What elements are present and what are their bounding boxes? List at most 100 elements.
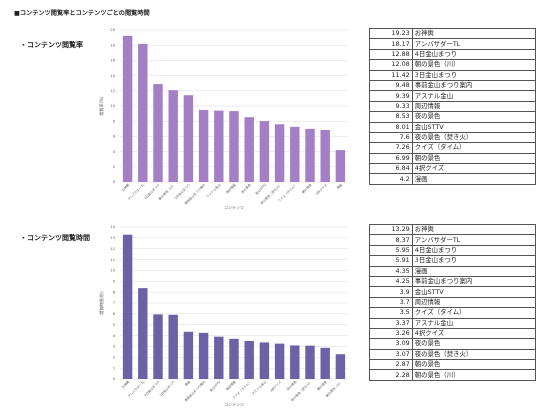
content-name-cell: お神輿 <box>411 223 536 236</box>
y-tick-label: 4 <box>113 334 116 338</box>
value-cell: 11.42 <box>369 69 413 81</box>
value-cell: 7.26 <box>369 142 413 154</box>
table-row: 9.33 周辺情報 <box>369 100 536 113</box>
y-tick-label: 4 <box>113 150 116 154</box>
content-name-cell: 周辺情報 <box>411 100 536 113</box>
content-name-cell: 朝の景色 <box>411 359 536 371</box>
y-axis-title: 閲覧率(%) <box>98 96 104 115</box>
y-tick-label: 7 <box>113 301 115 305</box>
bar <box>198 332 209 379</box>
x-tick-label: 夜の景色 <box>240 182 252 194</box>
content-name-cell: 漫画 <box>411 265 536 277</box>
value-cell: 3.26 <box>369 327 413 340</box>
view-time-bar-chart: 01234567891011121314お神輿アンバサダーTL4日金山まつり3日… <box>98 225 348 407</box>
x-tick-label: お神輿 <box>120 182 130 192</box>
table-row: 2.28 朝の景色（川） <box>369 369 536 381</box>
content-name-cell: お神輿 <box>411 27 536 40</box>
bar <box>168 90 178 182</box>
y-tick-label: 18 <box>110 43 115 47</box>
value-cell: 3.9 <box>369 286 413 298</box>
x-tick-label: 金山STTV <box>254 182 268 196</box>
content-name-cell: 金山STTV <box>411 121 536 133</box>
table-row: 2.87 朝の景色 <box>369 359 536 371</box>
section-title-view-rate: ・コンテンツ閲覧率 <box>20 41 83 49</box>
bar <box>183 95 194 182</box>
y-tick-label: 10 <box>110 104 115 108</box>
x-tick-label: 漫画 <box>335 182 343 190</box>
x-tick-label: 朝の景色 <box>316 379 328 391</box>
y-tick-label: 8 <box>113 119 116 123</box>
value-cell: 2.87 <box>369 359 413 371</box>
value-cell: 4.35 <box>369 265 413 277</box>
table-row: 3.37 アスナル金山 <box>369 317 536 329</box>
value-cell: 5.95 <box>369 244 413 257</box>
bar <box>138 43 148 182</box>
bar <box>320 347 330 379</box>
y-tick-label: 6 <box>113 135 116 139</box>
value-cell: 5.91 <box>369 255 413 267</box>
value-cell: 3.37 <box>369 317 413 329</box>
bar <box>290 126 300 182</box>
value-cell: 9.33 <box>369 100 413 113</box>
x-axis-title: コンテンツ <box>224 204 244 210</box>
y-tick-label: 14 <box>110 225 115 229</box>
table-row: 4.2 漫画 <box>369 173 536 185</box>
content-name-cell: 事前金山まつり案内 <box>411 79 536 92</box>
bar <box>335 354 346 379</box>
content-name-cell: 朝の景色（川） <box>411 369 536 381</box>
bar <box>153 314 163 379</box>
value-cell: 4.2 <box>369 173 413 185</box>
value-cell: 3.7 <box>369 296 413 309</box>
bar <box>305 345 315 379</box>
bar <box>183 331 194 379</box>
table-row: 18.17 アンバサダーTL <box>369 38 536 50</box>
y-tick-label: 6 <box>113 312 116 316</box>
table-row: 3.07 夜の景色（焚き火） <box>369 348 536 361</box>
x-tick-label: 金山STTV <box>208 379 222 393</box>
value-cell: 7.6 <box>369 131 413 144</box>
table-row: 19.23 お神輿 <box>369 27 536 40</box>
value-cell: 2.28 <box>369 369 413 381</box>
table-row: 5.91 3日金山まつり <box>369 255 536 267</box>
content-name-cell: アンバサダーTL <box>411 234 536 246</box>
y-tick-label: 5 <box>113 323 115 327</box>
bar <box>274 124 285 182</box>
table-row: 11.42 3日金山まつり <box>369 69 536 81</box>
table-row: 3.5 クイズ（タイム） <box>369 307 536 319</box>
table-row: 8.53 夜の景色 <box>369 111 536 123</box>
table-row: 4.35 漫画 <box>369 265 536 277</box>
value-cell: 9.39 <box>369 90 413 102</box>
table-row: 3.9 金山STTV <box>369 286 536 298</box>
bar <box>168 314 178 379</box>
value-cell: 18.17 <box>369 38 413 50</box>
content-name-cell: 夜の景色（焚き火） <box>411 348 536 361</box>
bar <box>214 110 224 182</box>
table-row: 3.26 4択クイズ <box>369 327 536 340</box>
y-tick-label: 0 <box>113 180 116 184</box>
x-tick-label: 朝の景色 <box>300 182 312 194</box>
section-title-view-time: ・コンテンツ閲覧時間 <box>20 234 90 242</box>
content-name-cell: アスナル金山 <box>411 317 536 329</box>
value-cell: 8.37 <box>369 234 413 246</box>
content-name-cell: 朝の景色 <box>411 152 536 165</box>
view-time-table: 13.29 お神輿 8.37 アンバサダーTL 5.95 4日金山まつり 5.91 3日金山ま… <box>369 223 536 381</box>
x-tick-label: 漫画 <box>183 379 191 387</box>
content-name-cell: 4日金山まつり <box>411 48 536 61</box>
value-cell: 13.29 <box>369 223 413 236</box>
table-row: 12.88 4日金山まつり <box>369 48 536 61</box>
y-tick-label: 2 <box>113 355 115 359</box>
value-cell: 3.09 <box>369 338 413 350</box>
content-name-cell: 夜の景色 <box>411 111 536 123</box>
y-tick-label: 16 <box>110 59 115 63</box>
bar <box>153 84 163 182</box>
y-tick-label: 2 <box>113 165 115 169</box>
content-name-cell: 4択クイズ <box>411 327 536 340</box>
y-tick-label: 12 <box>110 89 115 93</box>
table-row: 6.84 4択クイズ <box>369 163 536 175</box>
x-tick-label: 夜の景色 <box>285 379 297 391</box>
y-tick-label: 13 <box>110 236 115 240</box>
bar <box>274 343 285 379</box>
value-cell: 9.48 <box>369 79 413 92</box>
bar <box>229 338 239 379</box>
table-row: 9.48 事前金山まつり案内 <box>369 79 536 92</box>
